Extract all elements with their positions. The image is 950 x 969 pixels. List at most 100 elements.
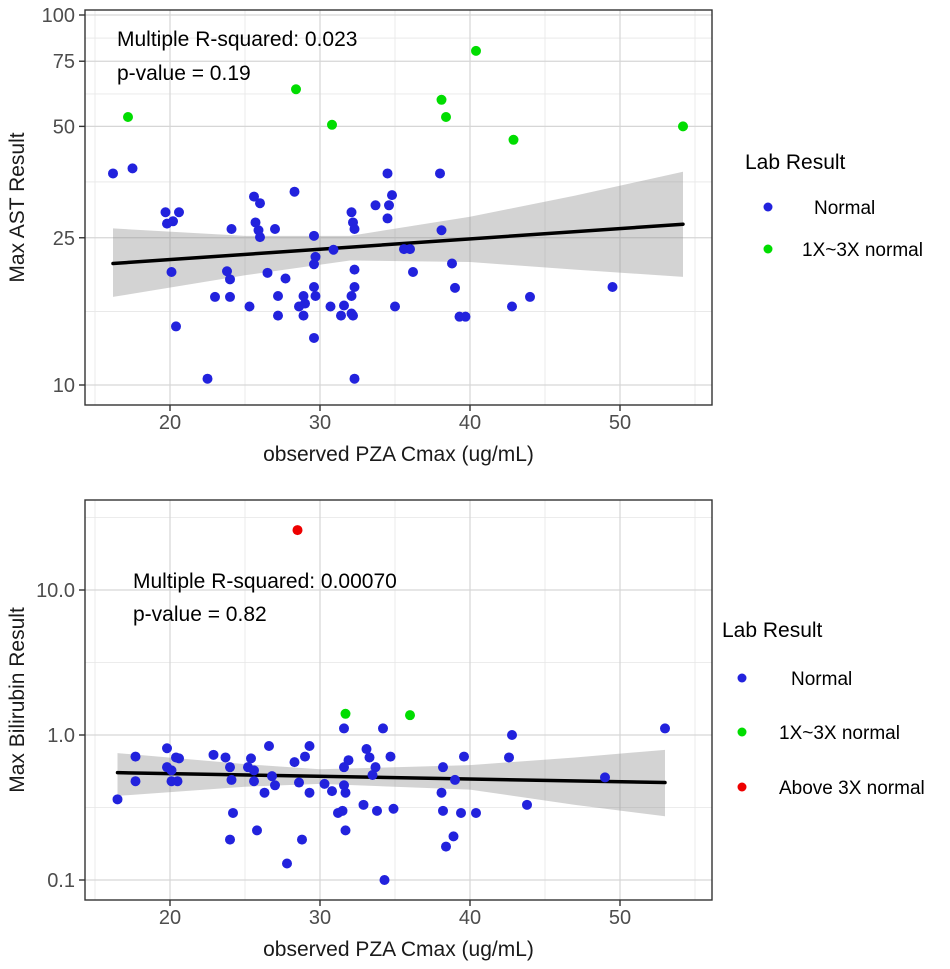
data-point-normal — [390, 301, 400, 312]
data-point-normal — [348, 310, 358, 321]
legend-marker-1x-3x-normal — [763, 244, 773, 254]
data-point-normal — [289, 757, 300, 768]
data-point-normal — [382, 168, 393, 179]
data-point-normal — [246, 753, 256, 764]
x-tick-label: 30 — [309, 907, 331, 929]
data-point-normal — [346, 290, 357, 301]
legend-label: Normal — [814, 198, 875, 219]
data-point-normal — [270, 780, 280, 791]
data-point-normal — [166, 267, 177, 278]
data-point-normal — [108, 168, 118, 179]
data-point-normal — [372, 805, 382, 816]
data-point-normal — [273, 290, 283, 301]
regression-line — [115, 770, 667, 785]
data-point-1x-3x-normal — [436, 94, 447, 105]
data-point-normal — [504, 752, 514, 763]
data-point-normal — [168, 216, 178, 227]
data-point-normal — [309, 332, 319, 343]
data-point-normal — [525, 291, 535, 302]
x-tick-label: 40 — [459, 412, 481, 434]
annotation-line: Multiple R-squared: 0.00070 — [133, 570, 397, 593]
y-tick-label: 10 — [53, 375, 75, 397]
data-point-1x-3x-normal — [441, 112, 451, 123]
data-point-normal — [162, 743, 172, 754]
data-point-normal — [267, 771, 277, 782]
data-point-normal — [298, 310, 309, 321]
data-point-normal — [255, 198, 265, 209]
plot-panel — [85, 500, 712, 900]
data-point-above-3x-normal — [292, 525, 303, 536]
x-axis-title: observed PZA Cmax (ug/mL) — [263, 938, 534, 961]
data-point-normal — [349, 282, 360, 293]
data-point-normal — [300, 751, 310, 762]
data-point-normal — [264, 740, 274, 751]
panel-border — [84, 499, 713, 901]
data-point-normal — [174, 207, 184, 218]
data-point-normal — [522, 799, 532, 810]
data-point-normal — [436, 787, 447, 798]
data-point-1x-3x-normal — [327, 119, 337, 130]
data-point-normal — [244, 301, 255, 312]
data-point-normal — [346, 207, 357, 218]
data-point-1x-3x-normal — [508, 134, 519, 145]
data-point-normal — [507, 730, 517, 740]
y-tick-label: 100 — [42, 5, 75, 27]
data-point-normal — [262, 267, 273, 278]
legend-title: Lab Result — [722, 619, 823, 642]
y-tick-label: 25 — [53, 228, 75, 250]
legend-marker-above-3x-normal — [737, 782, 747, 792]
data-point-normal — [252, 825, 262, 836]
data-point-normal — [459, 751, 469, 762]
regression-line — [111, 222, 685, 266]
legend-label: Normal — [791, 669, 852, 690]
data-point-normal — [340, 825, 351, 836]
data-point-1x-3x-normal — [123, 112, 133, 123]
panel-border — [84, 9, 713, 406]
data-point-normal — [298, 290, 309, 301]
data-point-normal — [447, 258, 457, 269]
annotation-line: p-value = 0.82 — [133, 603, 267, 626]
data-point-normal — [384, 200, 394, 211]
legend-marker-normal — [763, 202, 773, 212]
data-point-normal — [339, 723, 349, 734]
data-point-normal — [349, 264, 360, 275]
data-point-normal — [456, 807, 466, 818]
data-point-normal — [304, 740, 315, 751]
data-point-normal — [460, 311, 471, 322]
y-tick-label: 0.1 — [47, 870, 75, 892]
data-point-normal — [127, 163, 138, 174]
data-point-normal — [112, 794, 123, 805]
data-point-normal — [450, 774, 460, 785]
data-point-normal — [130, 751, 141, 762]
data-point-normal — [336, 310, 346, 321]
data-point-normal — [441, 841, 451, 852]
annotation-line: p-value = 0.19 — [117, 62, 251, 85]
data-point-1x-3x-normal — [471, 45, 481, 56]
data-point-normal — [379, 875, 390, 885]
data-point-normal — [225, 274, 235, 285]
data-point-normal — [208, 749, 219, 760]
data-point-normal — [438, 805, 448, 816]
legend-marker-normal — [737, 673, 747, 683]
data-point-normal — [370, 762, 381, 773]
data-point-normal — [387, 190, 397, 201]
data-point-normal — [250, 217, 261, 228]
data-point-normal — [280, 273, 291, 284]
legend-label: Above 3X normal — [779, 778, 925, 799]
data-point-normal — [600, 772, 610, 783]
data-point-normal — [202, 373, 213, 384]
data-point-normal — [388, 803, 399, 814]
data-point-normal — [319, 778, 330, 789]
data-point-normal — [249, 191, 259, 202]
y-tick-label: 10.0 — [36, 580, 75, 602]
data-point-normal — [289, 186, 300, 197]
data-point-normal — [309, 282, 319, 293]
data-point-normal — [364, 752, 375, 763]
data-point-normal — [340, 787, 351, 798]
y-tick-label: 1.0 — [47, 725, 75, 747]
data-point-normal — [325, 301, 336, 312]
data-point-normal — [255, 232, 265, 243]
data-point-normal — [327, 786, 337, 797]
plot-panel — [85, 10, 712, 405]
